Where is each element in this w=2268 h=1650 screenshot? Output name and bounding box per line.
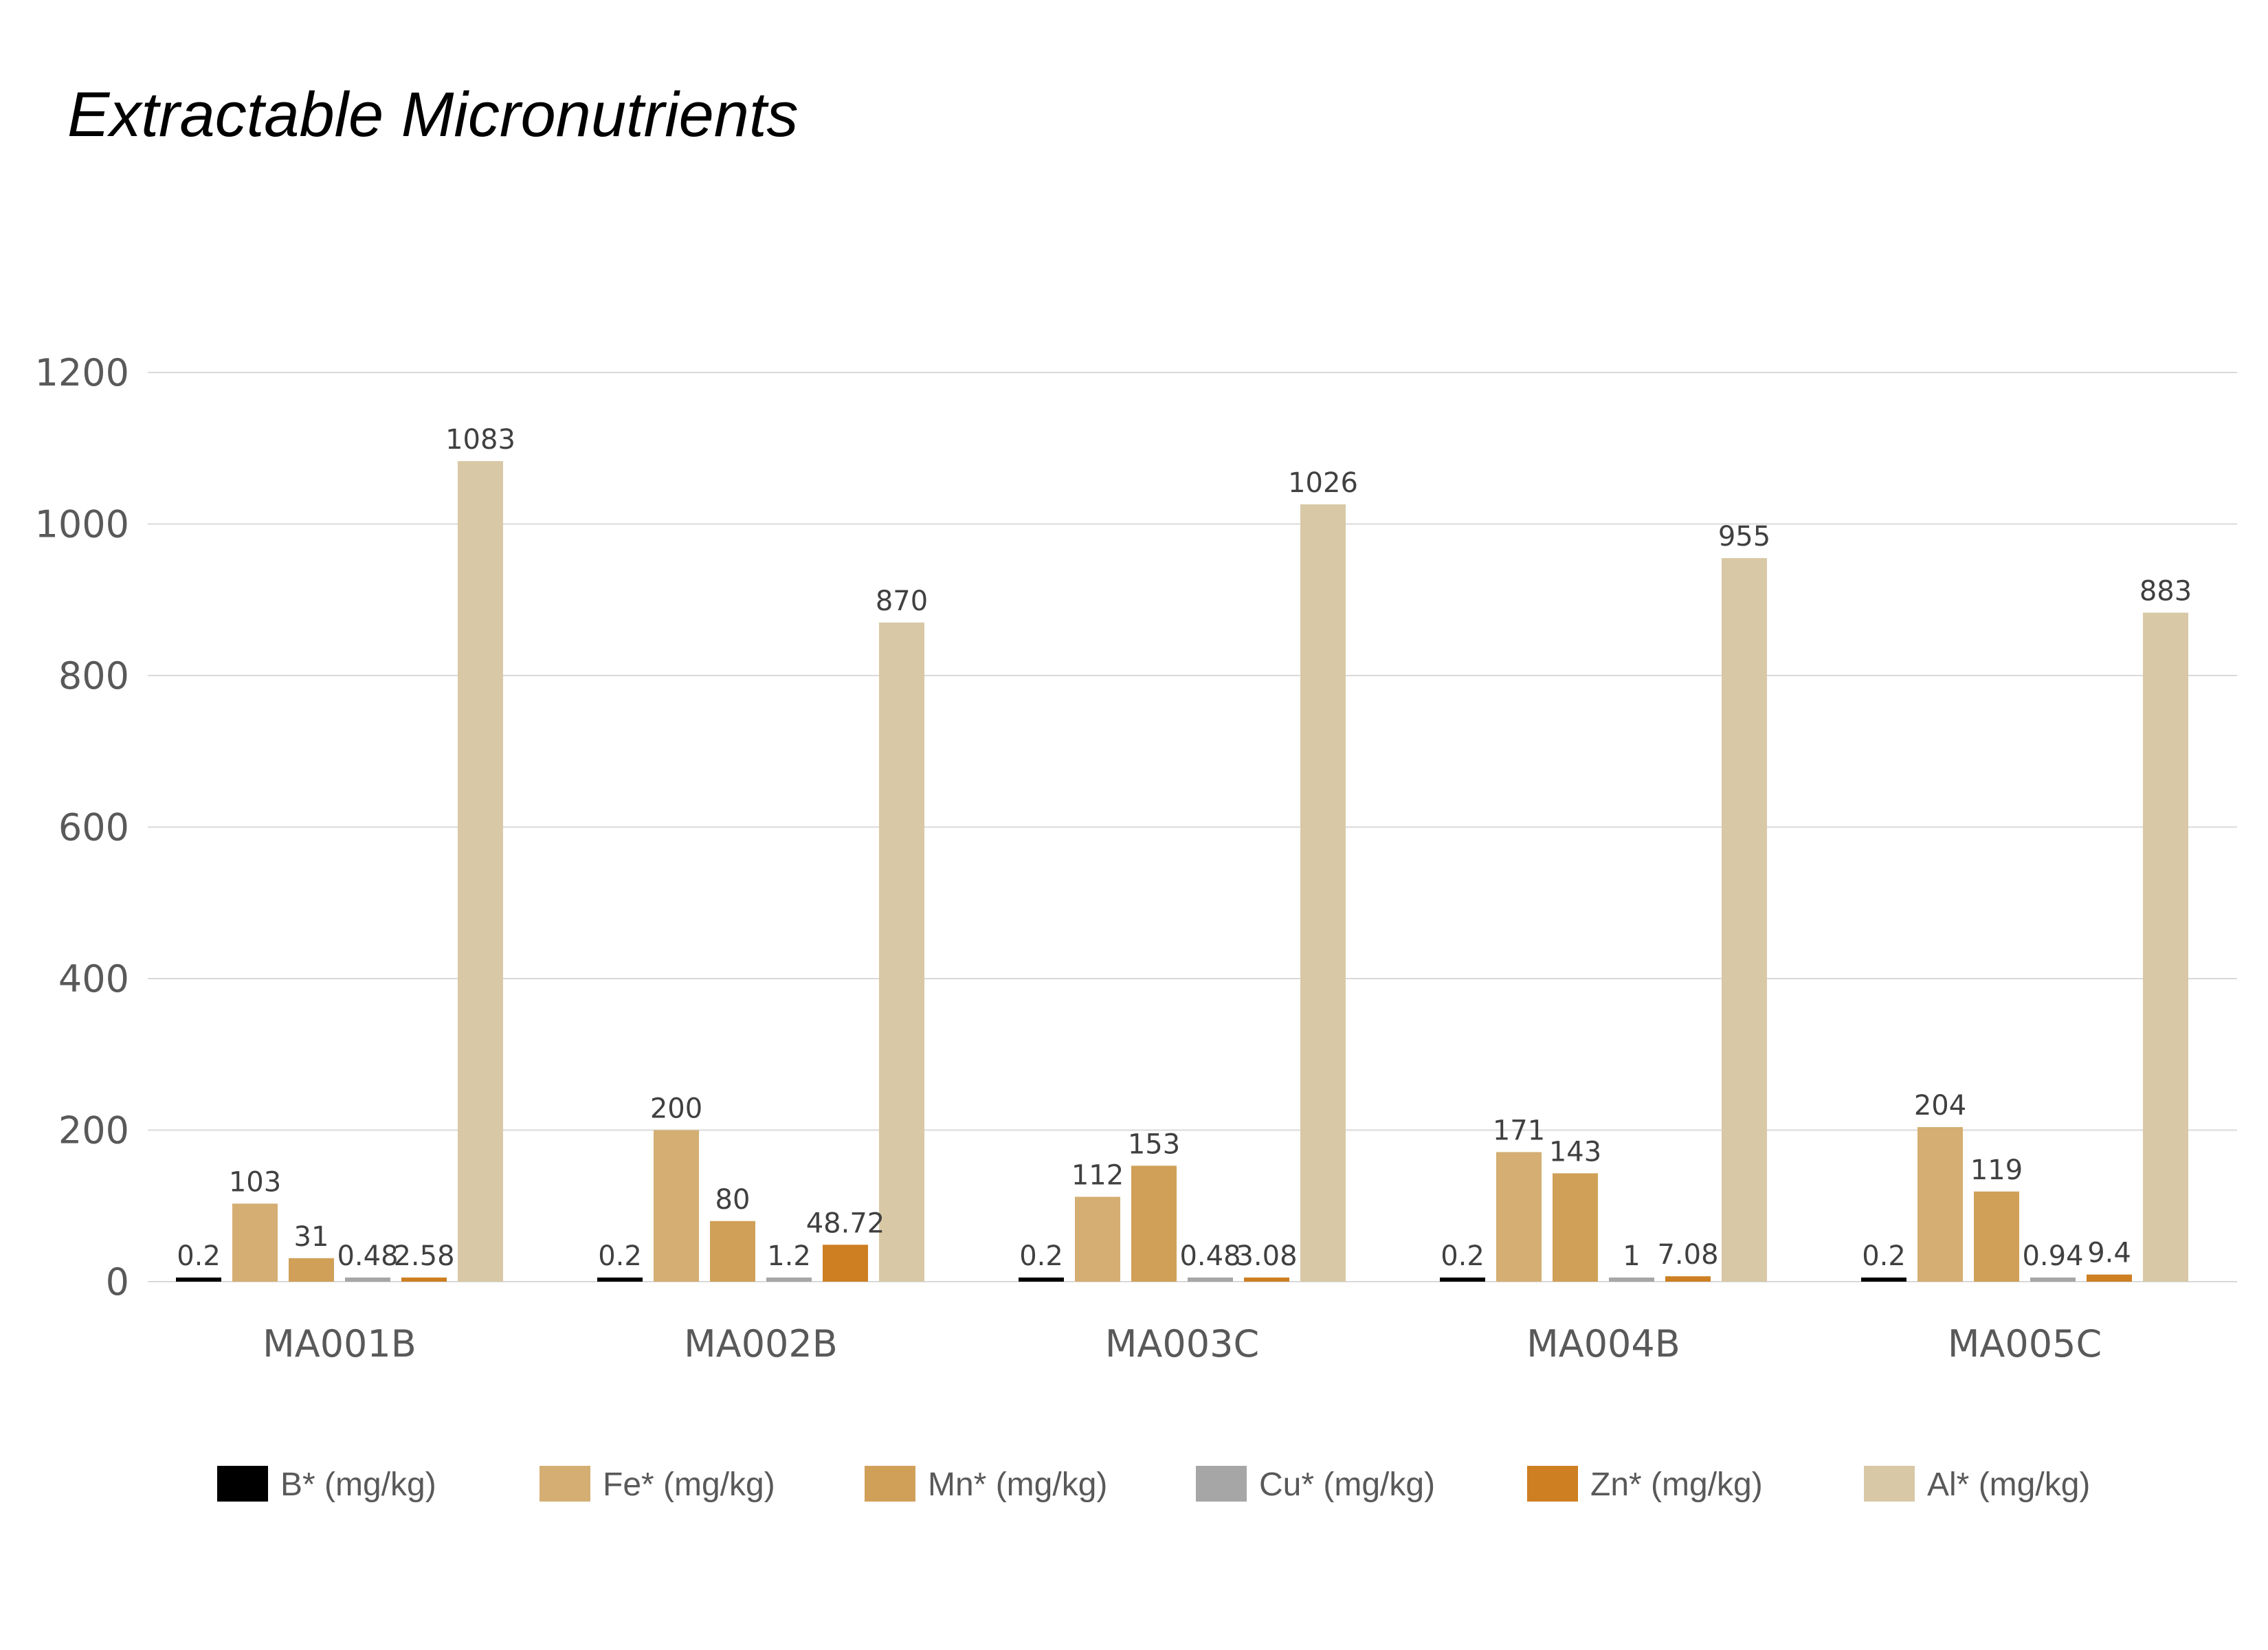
data-label: 0.2 (598, 1240, 642, 1272)
data-label: 80 (715, 1184, 751, 1216)
data-label: 31 (294, 1221, 329, 1253)
x-tick-label: MA003C (1105, 1322, 1259, 1365)
bar (710, 1220, 755, 1282)
data-label: 955 (1718, 521, 1770, 553)
legend-label: B* (mg/kg) (280, 1467, 436, 1503)
legend-swatch (1864, 1466, 1915, 1502)
x-tick-label: MA005C (1948, 1322, 2102, 1365)
data-label: 103 (229, 1166, 281, 1198)
data-label: 0.2 (177, 1240, 221, 1272)
x-tick-label: MA004B (1526, 1322, 1680, 1365)
legend-swatch (540, 1466, 590, 1502)
bars (176, 460, 2188, 1282)
bar (1553, 1173, 1598, 1282)
bar (1496, 1152, 1542, 1282)
bar (879, 622, 924, 1282)
legend-label: Zn* (mg/kg) (1590, 1467, 1763, 1503)
bar (766, 1278, 812, 1282)
data-label: 171 (1493, 1115, 1545, 1146)
x-tick-label: MA002B (684, 1322, 838, 1365)
bar (1188, 1278, 1233, 1282)
bar (1244, 1278, 1289, 1282)
bar (2087, 1274, 2132, 1282)
data-label: 2.58 (393, 1240, 454, 1272)
data-label: 48.72 (806, 1207, 885, 1239)
legend-swatch (1196, 1466, 1247, 1502)
legend: B* (mg/kg) Fe* (mg/kg) Mn* (mg/kg) Cu* (mg/… (217, 1466, 2090, 1503)
bar (1075, 1196, 1120, 1282)
data-labels: 0.2103310.482.5810830.2200801.248.728700… (177, 424, 2192, 1272)
data-label: 153 (1128, 1128, 1180, 1160)
data-label: 0.94 (2022, 1240, 2083, 1272)
legend-label: Fe* (mg/kg) (603, 1467, 775, 1503)
data-label: 1083 (445, 424, 515, 456)
data-label: 7.08 (1657, 1239, 1718, 1271)
y-axis-ticks: 0 200 400 600 800 1000 1200 (35, 351, 129, 1304)
x-axis-ticks: MA001B MA002B MA003C MA004B MA005C (263, 1322, 2102, 1365)
bar (654, 1130, 699, 1282)
y-tick-label: 600 (58, 806, 129, 849)
y-tick-label: 1000 (35, 503, 129, 546)
bar (1917, 1127, 1963, 1282)
bar (1019, 1278, 1064, 1282)
data-label: 9.4 (2087, 1238, 2131, 1269)
legend-swatch (217, 1466, 268, 1502)
bar (1131, 1166, 1177, 1282)
chart-title: Extractable Micronutrients (67, 80, 799, 150)
data-label: 0.2 (1019, 1240, 1063, 1272)
y-tick-label: 400 (58, 957, 129, 1001)
bar (1665, 1276, 1711, 1282)
bar (1974, 1191, 2019, 1282)
y-tick-label: 200 (58, 1109, 129, 1152)
y-tick-label: 800 (58, 654, 129, 698)
legend-swatch (1527, 1466, 1578, 1502)
bar (401, 1278, 447, 1282)
bar (345, 1278, 390, 1282)
data-label: 200 (650, 1093, 702, 1125)
bar (176, 1278, 221, 1282)
bar (458, 460, 503, 1282)
bar (232, 1203, 278, 1282)
legend-label: Cu* (mg/kg) (1259, 1467, 1435, 1503)
legend-swatch (865, 1466, 915, 1502)
data-label: 883 (2139, 575, 2192, 607)
data-label: 1026 (1288, 467, 1358, 499)
bar (1861, 1278, 1906, 1282)
bar (1300, 504, 1346, 1282)
data-label: 870 (876, 586, 928, 617)
data-label: 1 (1623, 1240, 1640, 1272)
legend-label: Al* (mg/kg) (1927, 1467, 2090, 1503)
bar (289, 1258, 334, 1282)
data-label: 0.2 (1441, 1240, 1485, 1272)
bar (823, 1245, 868, 1282)
data-label: 112 (1071, 1160, 1124, 1192)
data-label: 0.48 (337, 1240, 398, 1272)
bar (2030, 1278, 2076, 1282)
bar (1609, 1278, 1654, 1282)
data-label: 1.2 (767, 1240, 811, 1272)
data-label: 0.48 (1179, 1240, 1241, 1272)
bar (597, 1278, 643, 1282)
bar (2143, 612, 2188, 1282)
data-label: 0.2 (1862, 1240, 1906, 1272)
data-label: 204 (1914, 1090, 1966, 1122)
y-tick-label: 1200 (35, 351, 129, 394)
data-label: 3.08 (1236, 1240, 1297, 1272)
data-label: 119 (1970, 1155, 2023, 1186)
legend-label: Mn* (mg/kg) (928, 1467, 1107, 1503)
bar (1722, 558, 1767, 1282)
x-tick-label: MA001B (263, 1322, 416, 1365)
data-label: 143 (1549, 1136, 1601, 1168)
bar (1440, 1278, 1485, 1282)
y-tick-label: 0 (106, 1260, 129, 1304)
